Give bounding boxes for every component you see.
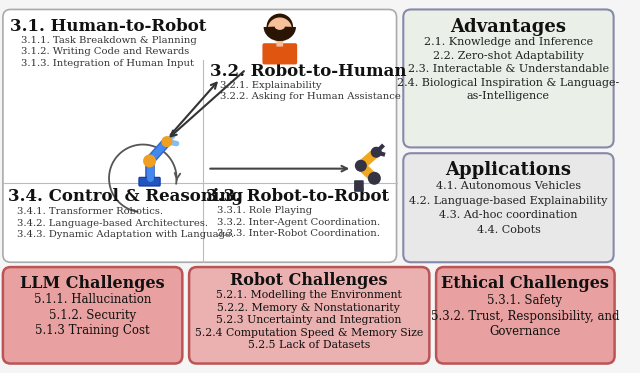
Circle shape bbox=[369, 172, 380, 184]
FancyBboxPatch shape bbox=[189, 267, 429, 364]
FancyBboxPatch shape bbox=[436, 267, 614, 364]
FancyBboxPatch shape bbox=[276, 40, 283, 47]
Text: Governance: Governance bbox=[489, 325, 561, 338]
Text: 3.2. Robot-to-Human: 3.2. Robot-to-Human bbox=[211, 63, 407, 79]
Text: 3.4.1. Transformer Robotics.: 3.4.1. Transformer Robotics. bbox=[17, 207, 163, 216]
Text: 5.2.4 Computation Speed & Memory Size: 5.2.4 Computation Speed & Memory Size bbox=[195, 328, 423, 338]
Text: 2.1. Knowledge and Inference: 2.1. Knowledge and Inference bbox=[424, 37, 593, 47]
Text: 4.1. Autonomous Vehicles: 4.1. Autonomous Vehicles bbox=[436, 181, 581, 191]
Text: 3.1.1. Task Breakdown & Planning: 3.1.1. Task Breakdown & Planning bbox=[21, 35, 197, 44]
Text: 5.1.3 Training Cost: 5.1.3 Training Cost bbox=[35, 324, 150, 337]
Text: 3.3.2. Inter-Agent Coordination.: 3.3.2. Inter-Agent Coordination. bbox=[217, 218, 380, 227]
FancyBboxPatch shape bbox=[3, 9, 397, 262]
Text: Advantages: Advantages bbox=[451, 18, 566, 36]
Text: 3.4.2. Language-based Architectures.: 3.4.2. Language-based Architectures. bbox=[17, 219, 209, 228]
Text: 3.1. Human-to-Robot: 3.1. Human-to-Robot bbox=[10, 18, 206, 35]
Text: 3.4. Control & Reasoning: 3.4. Control & Reasoning bbox=[8, 188, 243, 205]
Text: 5.2.2. Memory & Nonstationarity: 5.2.2. Memory & Nonstationarity bbox=[218, 303, 400, 313]
Circle shape bbox=[268, 14, 292, 40]
Text: 3.3.3. Inter-Robot Coordination.: 3.3.3. Inter-Robot Coordination. bbox=[217, 229, 380, 238]
Text: 5.2.3 Uncertainty and Integration: 5.2.3 Uncertainty and Integration bbox=[216, 315, 401, 325]
FancyBboxPatch shape bbox=[403, 9, 614, 147]
Circle shape bbox=[162, 137, 172, 147]
Text: 3.2.1. Explainability: 3.2.1. Explainability bbox=[220, 81, 321, 90]
Text: 4.3. Ad-hoc coordination: 4.3. Ad-hoc coordination bbox=[439, 210, 578, 220]
Text: 4.2. Language-based Explainability: 4.2. Language-based Explainability bbox=[409, 196, 607, 206]
Circle shape bbox=[144, 155, 156, 167]
Text: 2.2. Zero-shot Adaptability: 2.2. Zero-shot Adaptability bbox=[433, 51, 584, 61]
Text: 5.1.2. Security: 5.1.2. Security bbox=[49, 308, 136, 322]
FancyBboxPatch shape bbox=[139, 177, 160, 186]
FancyBboxPatch shape bbox=[403, 153, 614, 262]
Text: 2.4. Biological Inspiration & Language-: 2.4. Biological Inspiration & Language- bbox=[397, 78, 620, 88]
Text: 4.4. Cobots: 4.4. Cobots bbox=[477, 225, 540, 235]
Text: Robot Challenges: Robot Challenges bbox=[230, 272, 387, 289]
Text: 5.2.5 Lack of Datasets: 5.2.5 Lack of Datasets bbox=[248, 341, 370, 350]
FancyBboxPatch shape bbox=[354, 180, 364, 192]
Text: 3.1.2. Writing Code and Rewards: 3.1.2. Writing Code and Rewards bbox=[21, 47, 189, 56]
Text: 5.1.1. Hallucination: 5.1.1. Hallucination bbox=[34, 293, 151, 306]
Text: 3.2.2. Asking for Human Assistance: 3.2.2. Asking for Human Assistance bbox=[220, 93, 401, 101]
Text: 5.3.1. Safety: 5.3.1. Safety bbox=[488, 294, 563, 307]
Text: Ethical Challenges: Ethical Challenges bbox=[441, 275, 609, 292]
Text: Applications: Applications bbox=[445, 161, 572, 179]
Text: 3.1.3. Integration of Human Input: 3.1.3. Integration of Human Input bbox=[21, 59, 194, 68]
Text: LLM Challenges: LLM Challenges bbox=[20, 275, 165, 292]
Circle shape bbox=[268, 18, 291, 41]
Text: 3.4.3. Dynamic Adaptation with Language.: 3.4.3. Dynamic Adaptation with Language. bbox=[17, 231, 234, 239]
Text: 2.3. Interactable & Understandable: 2.3. Interactable & Understandable bbox=[408, 65, 609, 75]
Text: as-Intelligence: as-Intelligence bbox=[467, 91, 550, 101]
FancyBboxPatch shape bbox=[262, 43, 297, 65]
Text: 5.3.2. Trust, Responsibility, and: 5.3.2. Trust, Responsibility, and bbox=[431, 310, 619, 323]
Text: 3.3.1. Role Playing: 3.3.1. Role Playing bbox=[217, 206, 312, 215]
Text: 5.2.1. Modelling the Environment: 5.2.1. Modelling the Environment bbox=[216, 290, 402, 300]
Circle shape bbox=[371, 147, 381, 157]
Circle shape bbox=[356, 160, 366, 171]
Text: 3.3. Robot-to-Robot: 3.3. Robot-to-Robot bbox=[205, 188, 388, 205]
FancyBboxPatch shape bbox=[3, 267, 182, 364]
